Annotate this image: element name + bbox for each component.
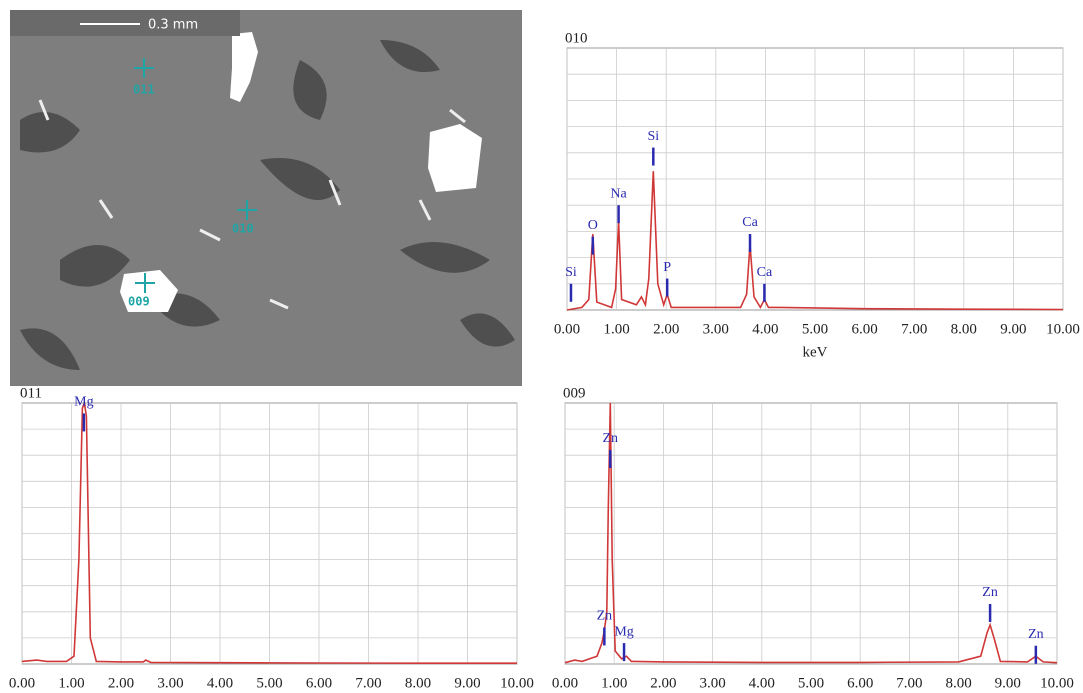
peak-label: O	[588, 218, 598, 233]
x-tick-label: 1.00	[601, 675, 627, 691]
x-tick-label: 6.00	[851, 321, 877, 337]
x-tick-label: 3.00	[157, 675, 183, 691]
x-tick-label: 0.00	[552, 675, 578, 691]
x-tick-label: 9.00	[995, 675, 1021, 691]
peak-label: Si	[647, 129, 659, 144]
peak-label: Ca	[742, 215, 758, 230]
x-tick-label: 6.00	[847, 675, 873, 691]
sem-image: 0.3 mm 011 010 009	[10, 10, 522, 386]
x-axis-label: keV	[803, 344, 828, 360]
point-label: 009	[128, 295, 150, 309]
x-tick-label: 7.00	[355, 675, 381, 691]
peak-label: Si	[565, 265, 577, 280]
x-tick-label: 2.00	[108, 675, 134, 691]
x-tick-label: 10.00	[1046, 321, 1080, 337]
peak-label: Ca	[757, 265, 773, 280]
x-tick-label: 5.00	[798, 675, 824, 691]
peak-label: Zn	[1028, 627, 1044, 642]
x-tick-label: 8.00	[945, 675, 971, 691]
x-tick-label: 5.00	[256, 675, 282, 691]
chart-title: 009	[563, 385, 586, 401]
chart-title: 011	[20, 385, 42, 401]
x-tick-label: 6.00	[306, 675, 332, 691]
peak-label: Na	[610, 186, 627, 201]
x-tick-label: 4.00	[749, 675, 775, 691]
peak-label: P	[663, 260, 671, 275]
scale-bar-label: 0.3 mm	[148, 18, 198, 33]
x-tick-label: 4.00	[207, 675, 233, 691]
x-tick-label: 2.00	[650, 675, 676, 691]
peak-label: Zn	[602, 431, 618, 446]
peak-label: Zn	[982, 585, 998, 600]
peak-label: Mg	[74, 395, 93, 410]
peak-label: Mg	[614, 624, 633, 639]
x-tick-label: 9.00	[454, 675, 480, 691]
x-tick-label: 0.00	[554, 321, 580, 337]
point-label: 010	[232, 222, 254, 236]
particle	[428, 124, 482, 192]
x-tick-label: 7.00	[896, 675, 922, 691]
x-tick-label: 10.00	[500, 675, 534, 691]
x-tick-label: 8.00	[405, 675, 431, 691]
x-tick-label: 1.00	[58, 675, 84, 691]
x-tick-label: 10.00	[1040, 675, 1074, 691]
x-tick-label: 7.00	[901, 321, 927, 337]
x-tick-label: 4.00	[752, 321, 778, 337]
chart-title: 010	[565, 30, 588, 46]
x-tick-label: 2.00	[653, 321, 679, 337]
x-tick-label: 9.00	[1000, 321, 1026, 337]
x-tick-label: 3.00	[699, 675, 725, 691]
x-tick-label: 8.00	[951, 321, 977, 337]
figure: 0.3 mm 011 010 009 0.00 1.00 2.00 3.00 4.00 5…	[0, 0, 1083, 693]
x-tick-label: 0.00	[9, 675, 35, 691]
sem-background	[10, 10, 522, 386]
x-tick-label: 1.00	[603, 321, 629, 337]
x-tick-label: 3.00	[703, 321, 729, 337]
point-label: 011	[133, 83, 155, 97]
peak-label: Zn	[597, 609, 613, 624]
x-tick-label: 5.00	[802, 321, 828, 337]
